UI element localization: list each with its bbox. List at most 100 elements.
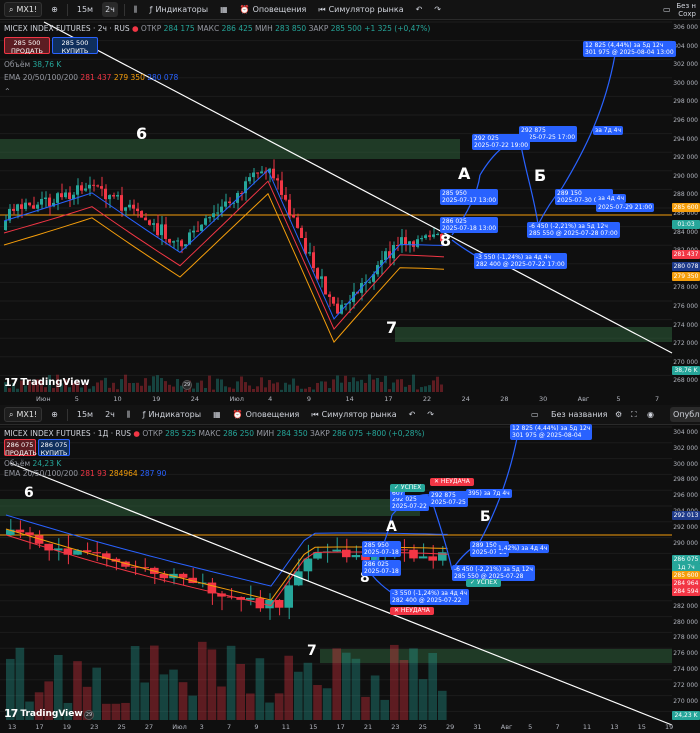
price-chart-1d[interactable]	[0, 405, 700, 733]
point-label[interactable]: 292 025 2025-07-22 19:00	[472, 134, 531, 150]
time-tick: 11	[281, 723, 291, 731]
volume-bar	[352, 377, 355, 392]
tradingview-icon: 17	[4, 707, 18, 720]
candle-body	[232, 202, 235, 204]
price-tick: 296 000	[673, 117, 698, 124]
price-tick: 292 000	[673, 523, 698, 531]
undo-icon[interactable]: ↶	[408, 410, 416, 419]
price-tag: 286 075	[672, 555, 700, 564]
tradingview-logo[interactable]: 17 TradingView	[4, 376, 90, 389]
volume-bar	[150, 645, 159, 720]
volume-bar	[208, 375, 211, 392]
alerts-button[interactable]: ⏰ Оповещения	[232, 410, 300, 419]
indicators-icon: ƒ	[142, 410, 146, 419]
compare-icon[interactable]: ⊕	[51, 410, 58, 419]
symbol-search[interactable]: ⌕ MX1!	[4, 2, 43, 17]
redo-icon[interactable]: ↷	[427, 410, 434, 419]
indicators-button[interactable]: ƒ Индикаторы	[142, 410, 202, 419]
fullscreen-icon[interactable]: ⛶	[631, 409, 637, 419]
measure-label-down[interactable]: -3 550 (-1,24%) за 4д 4ч 282 400 @ 2025-0…	[474, 253, 567, 269]
candle-body	[236, 192, 239, 203]
volume-bar	[48, 374, 51, 392]
measure-label-down[interactable]: -6 450 (-2,21%) за 5д 12ч 285 550 @ 2025-…	[527, 222, 620, 238]
candle-body	[344, 303, 347, 305]
price-tick: 298 000	[673, 98, 698, 106]
volume-bar	[25, 701, 34, 720]
point-label[interactable]: 292 875 2025-07-25	[429, 491, 468, 507]
interval-2h[interactable]: 2ч	[102, 2, 118, 17]
volume-bar	[159, 674, 169, 720]
volume-bar	[6, 658, 15, 720]
volume-bar	[404, 386, 407, 392]
time-axis[interactable]: 13 17 19 23 25 27 Июл 3 7 9 11 15 17 21 23 25 29 31 Авг 5 7 1…	[0, 721, 673, 733]
templates-icon[interactable]: ▦	[220, 5, 228, 14]
volume-bar	[313, 685, 322, 720]
alerts-button[interactable]: ⏰ Оповещения	[239, 5, 307, 14]
volume-bar	[432, 380, 435, 392]
candles-icon[interactable]: ⫼	[133, 4, 138, 14]
point-label[interactable]: 286 025 2025-07-18	[362, 560, 401, 576]
time-axis[interactable]: Июн 5 10 19 24 Июл 4 9 14 17 22 24 28 30 Авг 5 7	[0, 393, 672, 405]
candle-body	[124, 207, 127, 211]
replay-button[interactable]: ⏮ Симулятор рынка	[318, 4, 404, 15]
target-label-top[interactable]: 12 825 (4,44%) за 5д 12ч 301 975 @ 2025-0…	[510, 424, 593, 440]
replay-button[interactable]: ⏮ Симулятор рынка	[311, 409, 397, 420]
layout-name[interactable]: Без н Сохр	[676, 2, 696, 18]
candle-body	[409, 549, 418, 559]
go-to-icon[interactable]: 29	[182, 380, 192, 390]
undo-icon[interactable]: ↶	[415, 5, 423, 14]
time-tick: Июл	[172, 723, 187, 731]
point-label[interactable]: 292 025 2025-07-22	[390, 495, 429, 511]
layout-icon[interactable]: ▭	[531, 410, 539, 419]
interval-15m[interactable]: 15м	[76, 5, 94, 14]
publish-button[interactable]: Опубли	[670, 407, 700, 422]
buy-button[interactable]: 286 075 КУПИТЬ	[38, 439, 70, 457]
volume-bar	[152, 376, 155, 392]
settings-icon[interactable]: ⚙	[615, 410, 623, 419]
candle-body	[418, 556, 428, 559]
layout-icon[interactable]: ▭	[663, 5, 671, 14]
point-label[interactable]: 285 950 2025-07-18	[362, 541, 401, 557]
candle-body	[188, 232, 191, 245]
volume-bar	[100, 380, 103, 392]
interval-2h[interactable]: 2ч	[105, 410, 115, 419]
camera-icon[interactable]: ◉	[647, 410, 654, 419]
go-to-icon[interactable]: 29	[84, 710, 94, 720]
price-tick: 300 000	[673, 460, 698, 468]
volume-bar	[121, 702, 130, 720]
redo-icon[interactable]: ↷	[434, 5, 441, 14]
candle-body	[300, 227, 303, 239]
price-tick: 288 000	[673, 191, 698, 199]
sell-button[interactable]: 286 075 ПРОДАТЬ	[4, 439, 37, 457]
price-chart-2h[interactable]	[0, 0, 700, 405]
volume-bar	[322, 688, 332, 720]
measure-label-down[interactable]: -6 450 (-2,21%) за 5д 12ч 285 550 @ 2025-…	[452, 565, 535, 581]
ema-line	[3, 180, 445, 331]
candle-body	[80, 185, 83, 191]
sell-button[interactable]: 285 500 ПРОДАТЬ	[4, 37, 50, 55]
tradingview-logo[interactable]: 17 TradingView	[4, 707, 83, 720]
candles-icon[interactable]: ⫼	[126, 409, 131, 419]
point-label[interactable]: 285 950 2025-07-17 13:00	[440, 189, 499, 205]
target-label-top[interactable]: 12 825 (4,44%) за 5д 12ч 301 975 @ 2025-0…	[583, 41, 676, 57]
chart-panel-2h[interactable]: ⌕ MX1! ⊕ 15м 2ч ⫼ ƒ Индикаторы ▦ ⏰ Опове…	[0, 0, 700, 405]
layout-name-button[interactable]: Без названия	[551, 410, 608, 419]
wave-label-7: 7	[307, 643, 317, 659]
candle-body	[44, 197, 47, 199]
compare-icon[interactable]: ⊕	[51, 5, 58, 14]
symbol-search[interactable]: ⌕ MX1!	[4, 407, 43, 422]
point-label[interactable]: 286 025 2025-07-18 13:00	[440, 217, 499, 233]
buy-button[interactable]: 285 500 КУПИТЬ	[52, 37, 98, 55]
chart-panel-1d[interactable]: ⌕ MX1! ⊕ 15м 2ч ⫼ ƒ Индикаторы ▦ ⏰ Опове…	[0, 405, 700, 733]
candle-body	[246, 597, 255, 600]
templates-icon[interactable]: ▦	[213, 410, 221, 419]
separator	[66, 3, 68, 16]
interval-15m[interactable]: 15м	[76, 410, 94, 419]
volume-bar	[160, 378, 163, 392]
duration-label: 1,42%) за 4д 4ч	[496, 544, 550, 553]
measure-label-down[interactable]: -3 550 (-1,24%) за 4д 4ч 282 400 @ 2025-0…	[390, 589, 470, 605]
indicators-button[interactable]: ƒ Индикаторы	[149, 5, 209, 14]
point-label[interactable]: 292 875 2025-07-25 17:00	[519, 126, 578, 142]
volume-bar	[84, 384, 87, 392]
collapse-legend-icon[interactable]: ⌃	[4, 87, 11, 96]
